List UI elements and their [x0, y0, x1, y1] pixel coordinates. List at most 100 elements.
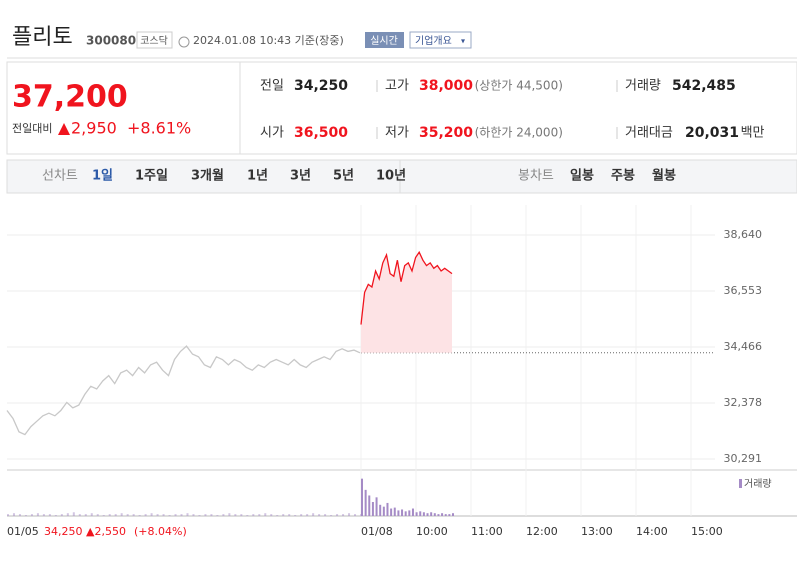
- item-label: 저가: [385, 126, 409, 141]
- x-tick-label: 10:00: [416, 525, 448, 538]
- item-value: 542,485: [672, 78, 736, 94]
- volume-bar: [120, 513, 123, 516]
- realtime-badge[interactable]: 실시간: [370, 35, 398, 47]
- stock-name: 플리토: [12, 25, 73, 50]
- volume-bar: [419, 511, 422, 516]
- volume-bar: [36, 513, 39, 516]
- volume-bar: [408, 510, 411, 516]
- company-info-box[interactable]: [409, 31, 472, 49]
- x-tick-label: 01/05: [7, 525, 39, 538]
- volume-bar: [437, 514, 440, 516]
- tab[interactable]: 5년: [333, 169, 354, 184]
- tab[interactable]: 3개월: [191, 168, 224, 184]
- volume-bar: [452, 513, 454, 516]
- volume-bar: [48, 514, 51, 516]
- volume-bar: [60, 514, 63, 516]
- volume-bar: [330, 515, 333, 516]
- volume-bar: [186, 513, 189, 516]
- volume-bar: [312, 513, 315, 516]
- tab[interactable]: 3년: [290, 169, 311, 184]
- tab[interactable]: 1주일: [135, 169, 168, 184]
- volume-bar: [401, 509, 404, 516]
- volume-bar: [415, 512, 418, 516]
- volume-bar: [364, 489, 367, 516]
- item-unit: 백만: [741, 126, 765, 141]
- volume-bar: [108, 514, 111, 516]
- volume-bar: [430, 512, 433, 516]
- volume-bar: [198, 515, 201, 516]
- volume-bar: [78, 514, 81, 516]
- volume-bar: [18, 514, 21, 516]
- volume-bar: [102, 515, 105, 516]
- item-label: 거래대금: [625, 126, 673, 141]
- item-label: 거래량: [625, 79, 661, 94]
- x-tick-label: 11:00: [471, 525, 503, 538]
- tab-bar: [6, 159, 797, 194]
- volume-bar: [150, 513, 153, 516]
- volume-bar: [144, 514, 147, 516]
- volume-bar: [348, 513, 351, 516]
- volume-bar: [300, 514, 303, 516]
- line: [360, 250, 453, 325]
- item-label: 고가: [385, 79, 409, 94]
- company-info[interactable]: 기업개요: [415, 34, 452, 47]
- volume-bar: [306, 514, 309, 516]
- volume-bar: [294, 515, 297, 516]
- item-label: 전일: [260, 79, 284, 94]
- stock-code: 300080: [86, 34, 136, 48]
- volume-bar: [168, 515, 171, 516]
- legend-label: 거래량: [744, 478, 772, 490]
- tab[interactable]: 10년: [376, 169, 406, 184]
- volume-bar: [390, 508, 393, 516]
- up-arrow: [58, 123, 70, 135]
- volume-bar: [342, 514, 345, 516]
- realtime-badge-box[interactable]: [365, 32, 404, 48]
- y-tick-label: 34,466: [724, 340, 763, 353]
- volume-bar: [382, 506, 385, 516]
- line: [6, 345, 361, 436]
- tabs: 선차트 1일 1주일 3개월 1년 3년 5년 10년 봉차트 일봉 주봉 월봉: [42, 168, 676, 184]
- previous-close: 34,250: [44, 525, 83, 538]
- volume-bar: [30, 514, 33, 516]
- volume-bar: [66, 513, 69, 516]
- tab-heading: 봉차트: [518, 169, 554, 184]
- volume-bar: [42, 514, 45, 516]
- volume-bar: [422, 512, 425, 516]
- volume-bar: [84, 514, 87, 516]
- tab[interactable]: 1년: [247, 169, 268, 184]
- quote-box: [6, 61, 797, 155]
- volume-bar: [288, 514, 291, 516]
- tab[interactable]: 월봉: [652, 168, 676, 184]
- volume-bar: [354, 514, 357, 516]
- x-tick-label: 12:00: [526, 525, 558, 538]
- volume-bar: [162, 514, 165, 516]
- previous-change-pct: (+8.04%): [134, 525, 187, 538]
- quote-items: 전일 34,250 고가 38,000 (상한가 44,500) 거래량 542,485 시가…: [260, 78, 765, 141]
- volume-bar: [441, 513, 444, 516]
- tab[interactable]: 일봉: [570, 169, 594, 184]
- volume-bar: [228, 513, 231, 516]
- volume-bar: [174, 514, 177, 516]
- x-tick-label: 15:00: [691, 525, 723, 538]
- volume-bar: [270, 514, 273, 516]
- volume-bar: [72, 512, 75, 516]
- volume-bar: [411, 508, 414, 516]
- tab[interactable]: 1일: [92, 169, 113, 184]
- chart: 30,291 32,378 34,466 36,553 38,640 01/05 01/08…: [6, 205, 763, 538]
- item-value: 20,031: [685, 125, 739, 141]
- volume-bar: [371, 502, 374, 516]
- volume-bar: [234, 514, 237, 516]
- x-tick-label: 13:00: [581, 525, 613, 538]
- volume-bar: [324, 514, 327, 516]
- volume-bar: [386, 502, 389, 516]
- y-tick-label: 32,378: [724, 396, 763, 409]
- item-value: 34,250: [294, 78, 348, 94]
- volume-bar: [433, 513, 436, 516]
- volume-bar: [282, 514, 285, 516]
- clock-icon: [178, 36, 190, 48]
- item-note: (상한가 44,500): [475, 79, 563, 93]
- volume-bar: [240, 514, 243, 516]
- tab[interactable]: 주봉: [611, 169, 635, 184]
- y-tick-label: 30,291: [724, 452, 763, 465]
